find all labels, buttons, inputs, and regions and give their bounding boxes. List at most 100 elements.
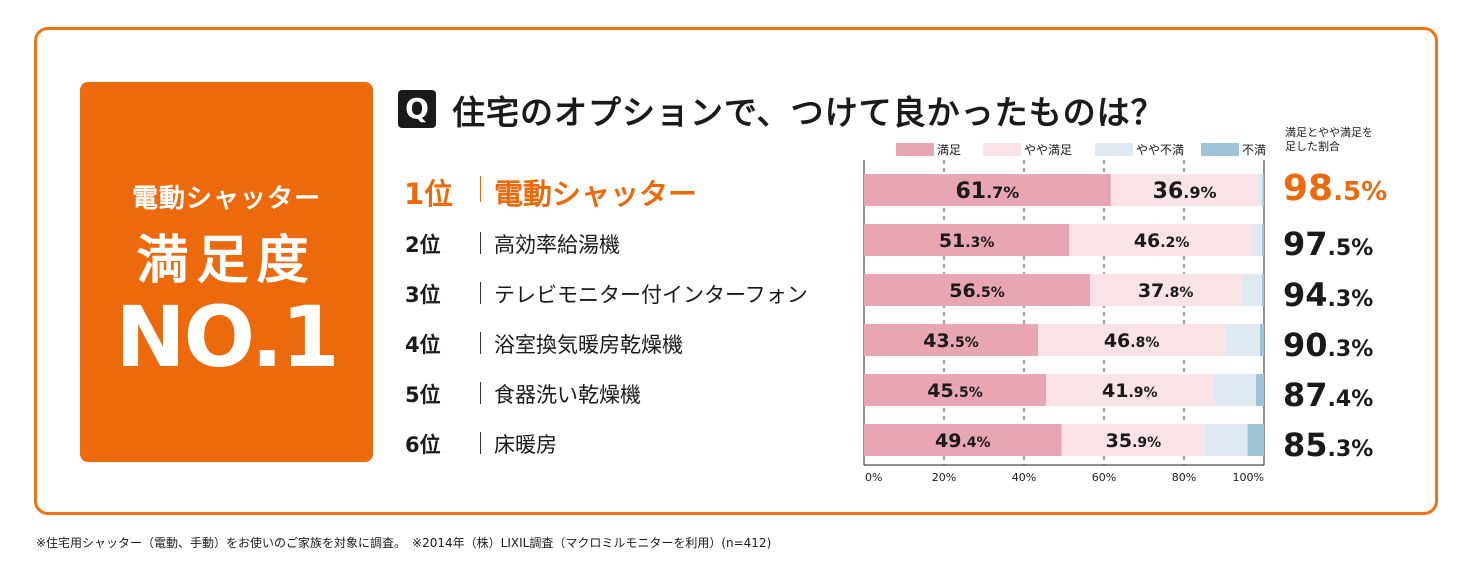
- bar-segment-3: [1225, 324, 1260, 356]
- rank-2: 2位: [405, 233, 441, 257]
- legend-swatch: [983, 142, 1021, 156]
- ratio-header-line2: 足した割合: [1285, 140, 1340, 153]
- question-icon: Q: [398, 90, 436, 128]
- footnote: ※住宅用シャッター（電動、手動）をお使いのご家族を対象に調査。 ※2014年（株…: [36, 536, 772, 550]
- rank-3: 3位: [405, 283, 441, 307]
- bar-value-label: 37.8%: [1138, 280, 1194, 302]
- bar-value-label: 46.8%: [1104, 330, 1160, 352]
- bar-segment-2: [1110, 174, 1259, 206]
- question-title: 住宅のオプションで、つけて良かったものは？: [452, 93, 1165, 132]
- bar-segment-4: [1260, 324, 1264, 356]
- bar-value-label: 45.5%: [927, 380, 983, 402]
- rank-1: 1位: [404, 177, 454, 211]
- bar-segment-2: [1090, 274, 1242, 306]
- bar-segment-4: [1262, 274, 1264, 306]
- rank-separator: [480, 282, 481, 304]
- badge-subtitle: 電動シャッター: [131, 184, 321, 214]
- badge-rank: NO.1: [115, 288, 339, 386]
- rank-separator: [480, 432, 481, 454]
- bar-segment-1: [864, 274, 1090, 306]
- item-5: 食器洗い乾燥機: [494, 383, 641, 407]
- total-dec: .3%: [1327, 437, 1374, 462]
- item-4: 浴室換気暖房乾燥機: [494, 333, 683, 357]
- item-6: 床暖房: [494, 433, 557, 457]
- bar-segment-1: [864, 224, 1070, 256]
- bar-value-label: 36.9%: [1153, 179, 1217, 204]
- x-tick-label: 100%: [1233, 471, 1264, 484]
- total-int: 90: [1283, 326, 1328, 364]
- bar-segment-3: [1213, 374, 1256, 406]
- bar-segment-1: [864, 374, 1046, 406]
- bar-value-label: 35.9%: [1106, 430, 1162, 452]
- total-int: 98: [1283, 168, 1334, 209]
- total-dec: .4%: [1327, 387, 1374, 412]
- rank-separator: [480, 232, 481, 254]
- ratio-header: 満足とやや満足を 足した割合: [1285, 126, 1415, 154]
- bar-segment-3: [1205, 424, 1248, 456]
- award-badge: 電動シャッター 満足度 NO.1: [80, 82, 373, 462]
- legend-somewhat-dissatisfied: やや不満: [1095, 141, 1184, 157]
- satisfaction-chart: 61.7% 36.9% 51.3% 46.2% 56.5% 37.8% 43.5% 46.8%…: [859, 160, 1269, 486]
- item-2: 高効率給湯機: [494, 233, 620, 257]
- bar-value-label: 41.9%: [1102, 380, 1158, 402]
- legend-label: やや不満: [1136, 142, 1185, 157]
- legend-swatch: [1201, 142, 1239, 156]
- bar-value-label: 61.7%: [955, 179, 1019, 204]
- rank-separator: [480, 332, 481, 354]
- total-6: 85.3%: [1283, 426, 1373, 464]
- rank-separator: [480, 176, 481, 202]
- x-tick-label: 20%: [932, 471, 956, 484]
- bar-segment-1: [864, 324, 1038, 356]
- total-int: 85: [1283, 426, 1328, 464]
- rank-6: 6位: [405, 433, 441, 457]
- item-3: テレビモニター付インターフォン: [494, 283, 808, 307]
- bar-value-label: 43.5%: [923, 330, 979, 352]
- content-frame: [34, 27, 1438, 515]
- item-1: 電動シャッター: [494, 177, 698, 211]
- bar-segment-2: [1061, 424, 1206, 456]
- legend-label: やや満足: [1024, 142, 1073, 157]
- bar-segment-2: [1038, 324, 1226, 356]
- bar-segment-2: [1046, 374, 1214, 406]
- legend-label: 満足: [937, 142, 962, 157]
- total-4: 90.3%: [1283, 326, 1373, 364]
- total-1: 98.5%: [1283, 168, 1387, 209]
- legend-swatch: [1095, 142, 1133, 156]
- rank-separator: [480, 382, 481, 404]
- stacked-bar-chart: 61.7% 36.9% 51.3% 46.2% 56.5% 37.8% 43.5% 46.8%…: [863, 160, 1265, 484]
- bar-value-label: 46.2%: [1134, 230, 1190, 252]
- bar-segment-4: [1262, 224, 1264, 256]
- total-int: 87: [1283, 376, 1328, 414]
- legend-somewhat-satisfied: やや満足: [983, 141, 1072, 157]
- total-3: 94.3%: [1283, 276, 1373, 314]
- bar-segment-4: [1256, 374, 1264, 406]
- bar-segment-4: [1247, 424, 1264, 456]
- total-dec: .5%: [1333, 177, 1388, 207]
- total-2: 97.5%: [1283, 225, 1373, 263]
- total-5: 87.4%: [1283, 376, 1373, 414]
- x-tick-label: 40%: [1012, 471, 1036, 484]
- rank-4: 4位: [405, 333, 441, 357]
- total-dec: .3%: [1327, 337, 1374, 362]
- total-dec: .5%: [1327, 236, 1374, 261]
- x-tick-label: 60%: [1092, 471, 1116, 484]
- bar-segment-2: [1069, 224, 1254, 256]
- legend-label: 不満: [1242, 142, 1267, 157]
- ratio-header-line1: 満足とやや満足を: [1285, 126, 1373, 139]
- x-tick-label: 0%: [865, 471, 882, 484]
- legend-dissatisfied: 不満: [1201, 141, 1266, 157]
- total-int: 94: [1283, 276, 1328, 314]
- total-dec: .3%: [1327, 287, 1374, 312]
- legend-swatch: [896, 142, 934, 156]
- total-int: 97: [1283, 225, 1328, 263]
- bar-segment-3: [1254, 224, 1262, 256]
- rank-5: 5位: [405, 383, 441, 407]
- bar-value-label: 56.5%: [949, 280, 1005, 302]
- legend-satisfied: 満足: [896, 141, 961, 157]
- bar-segment-3: [1258, 174, 1263, 206]
- bar-segment-1: [864, 174, 1111, 206]
- x-tick-label: 80%: [1172, 471, 1196, 484]
- badge-title: 満足度: [136, 231, 317, 291]
- bar-segment-1: [864, 424, 1062, 456]
- bar-value-label: 49.4%: [935, 430, 991, 452]
